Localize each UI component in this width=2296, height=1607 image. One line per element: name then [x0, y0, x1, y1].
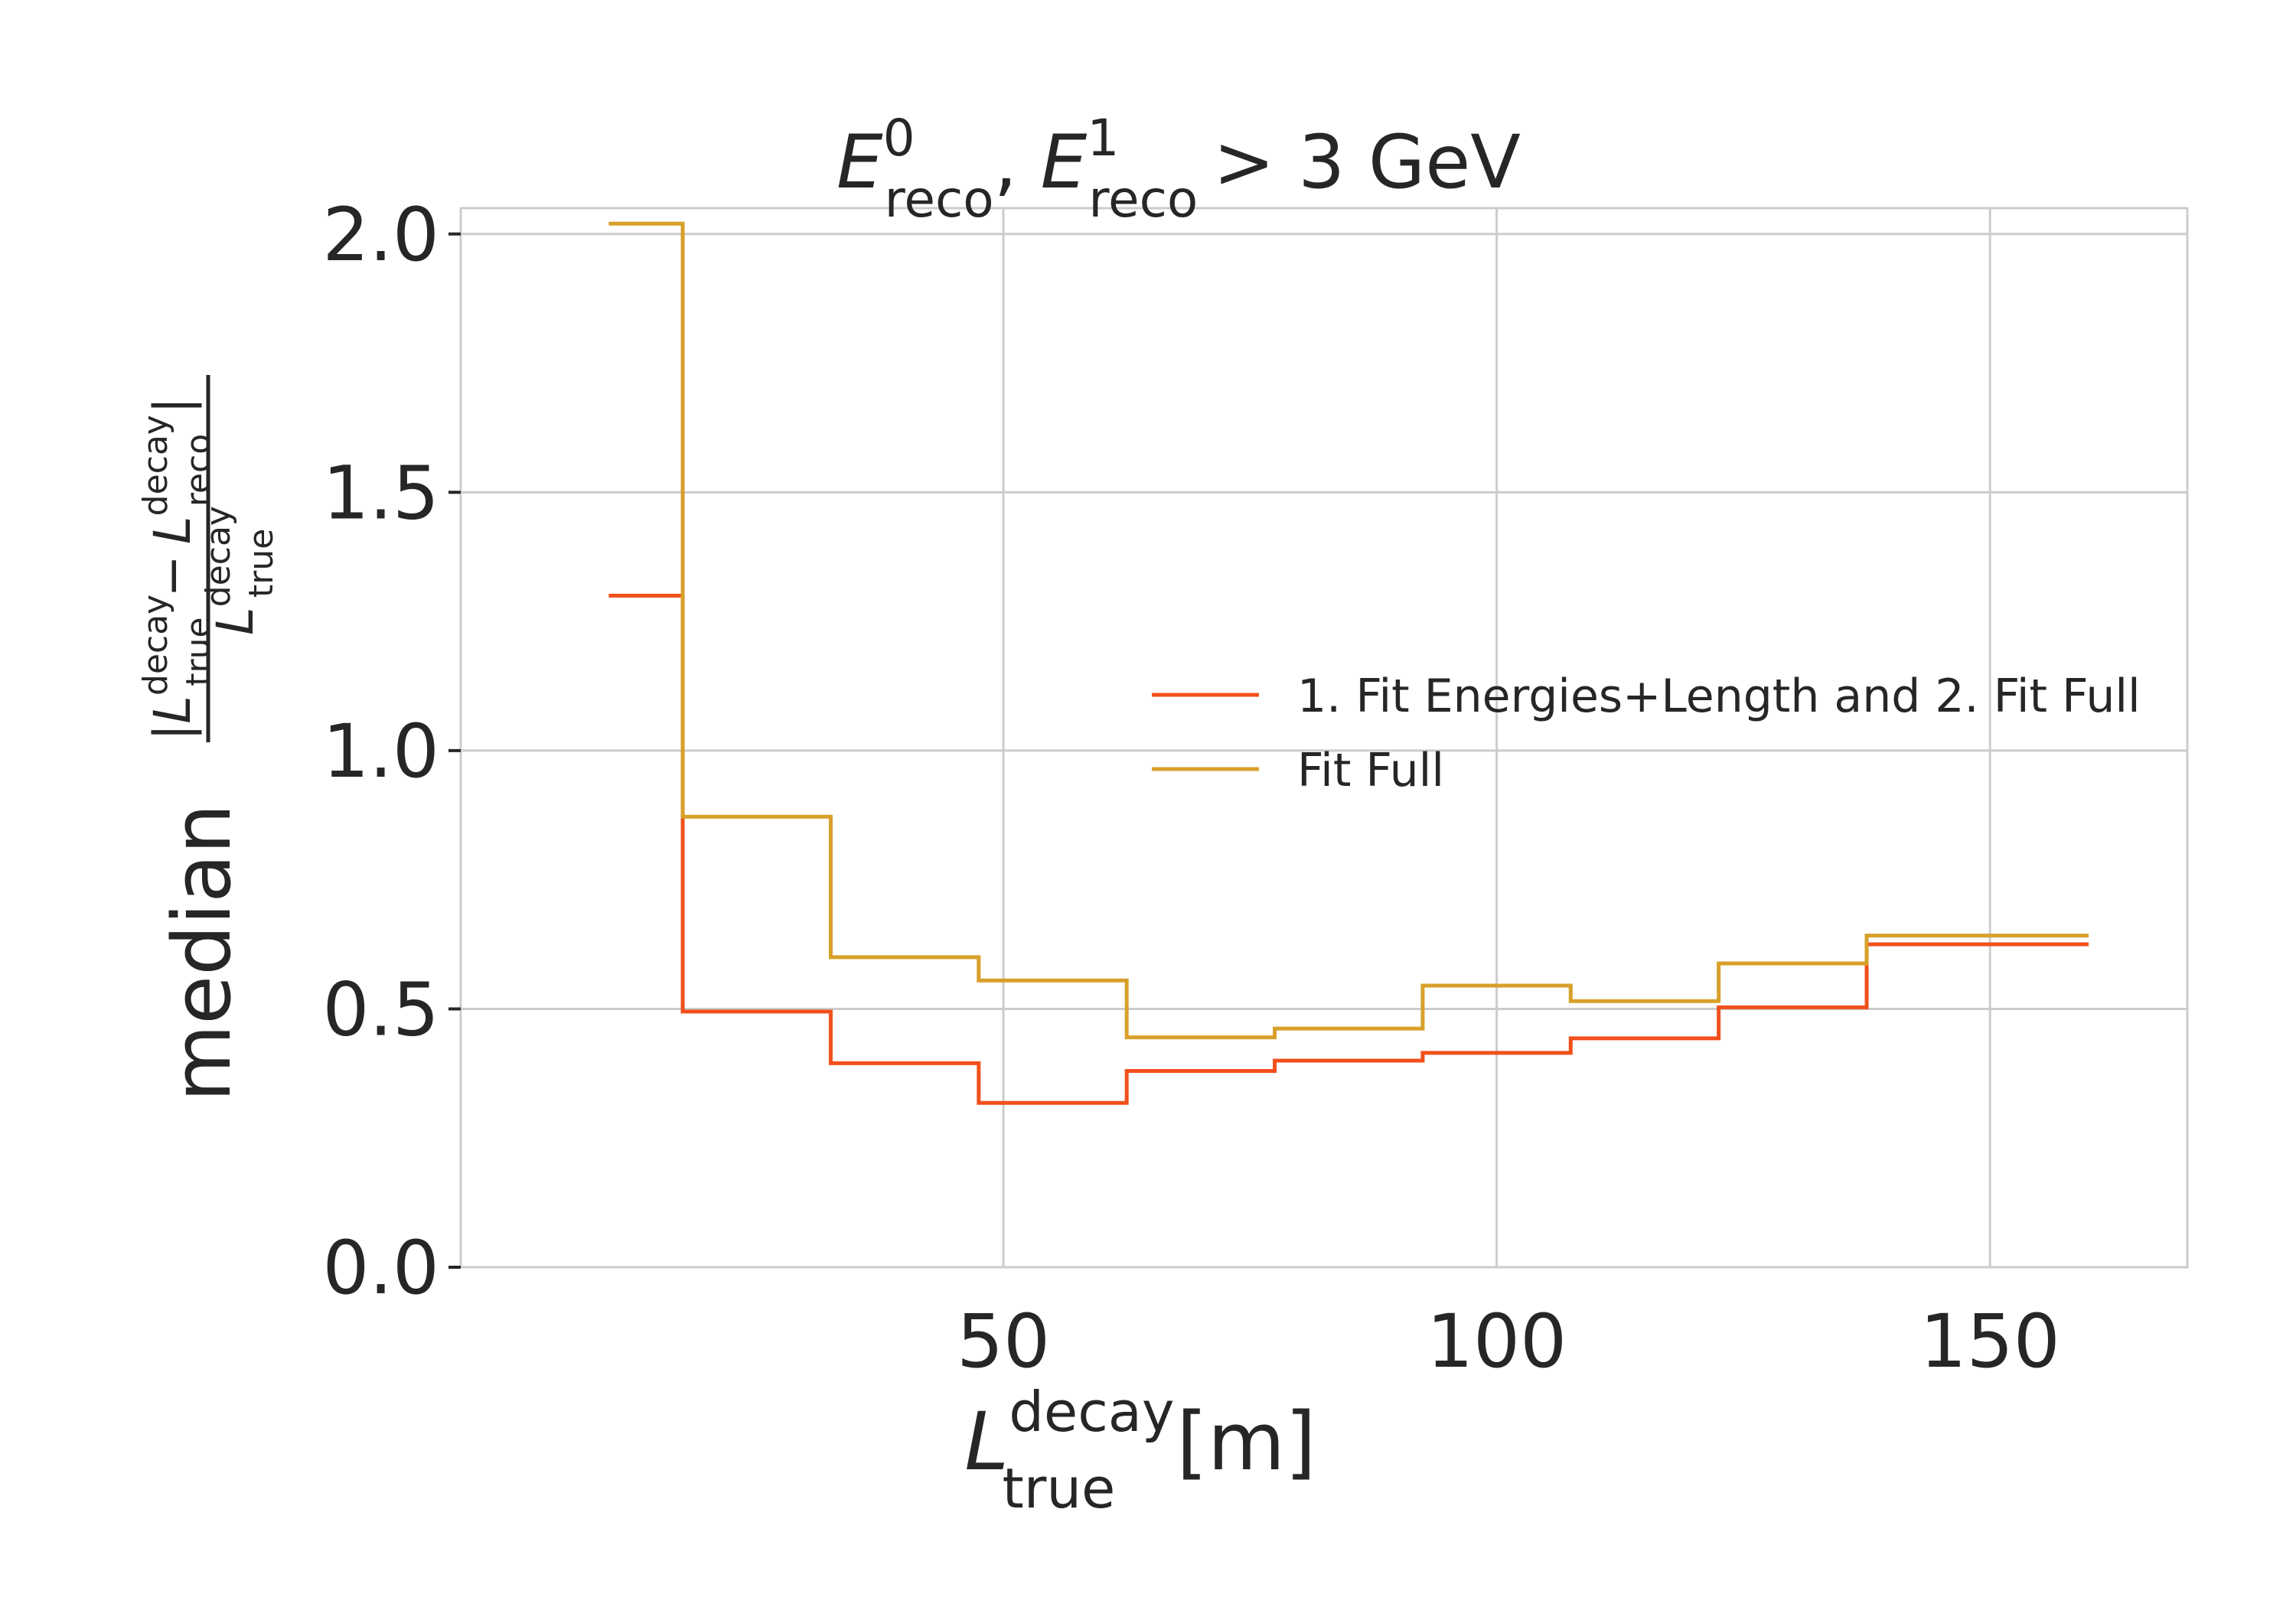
series-lines: [608, 221, 2089, 1105]
plot-area: [461, 208, 2187, 1267]
y-axis-label-numerator: |Ldecay true−Ldecay reco|: [136, 397, 218, 741]
y-tick-label: 0.0: [322, 1225, 439, 1311]
chart-title: E0 reco, E1 reco > 3 GeV: [837, 109, 1521, 229]
series-line-2: [608, 221, 2089, 1040]
legend: 1. Fit Energies+Length and 2. Fit Full F…: [1152, 670, 2141, 797]
y-axis-label-denominator: Ldecay true: [199, 506, 281, 635]
y-tick-label: 1.0: [322, 709, 439, 794]
x-axis-label: Ldecay true [m]: [964, 1380, 1316, 1521]
legend-label-series-1: 1. Fit Energies+Length and 2. Fit Full: [1297, 670, 2141, 723]
y-axis-label: median |Ldecay true−Ldecay reco| Ldecay tru…: [136, 375, 281, 1102]
y-tick-label: 2.0: [322, 192, 439, 278]
x-tick-label: 150: [1920, 1299, 2060, 1384]
y-tick-label: 0.5: [322, 966, 439, 1052]
y-tick-label: 1.5: [322, 450, 439, 536]
plot-frame: [459, 207, 2189, 1269]
y-axis-label-prefix: median: [155, 804, 249, 1102]
series-line-1: [608, 593, 2089, 1105]
x-tick-label: 50: [957, 1299, 1050, 1384]
x-ticks: 50 100 150: [957, 1299, 2060, 1384]
y-ticks: 0.0 0.5 1.0 1.5 2.0: [322, 192, 461, 1311]
grid: [461, 208, 2187, 1269]
x-tick-label: 100: [1427, 1299, 1567, 1384]
legend-label-series-2: Fit Full: [1297, 744, 1444, 797]
